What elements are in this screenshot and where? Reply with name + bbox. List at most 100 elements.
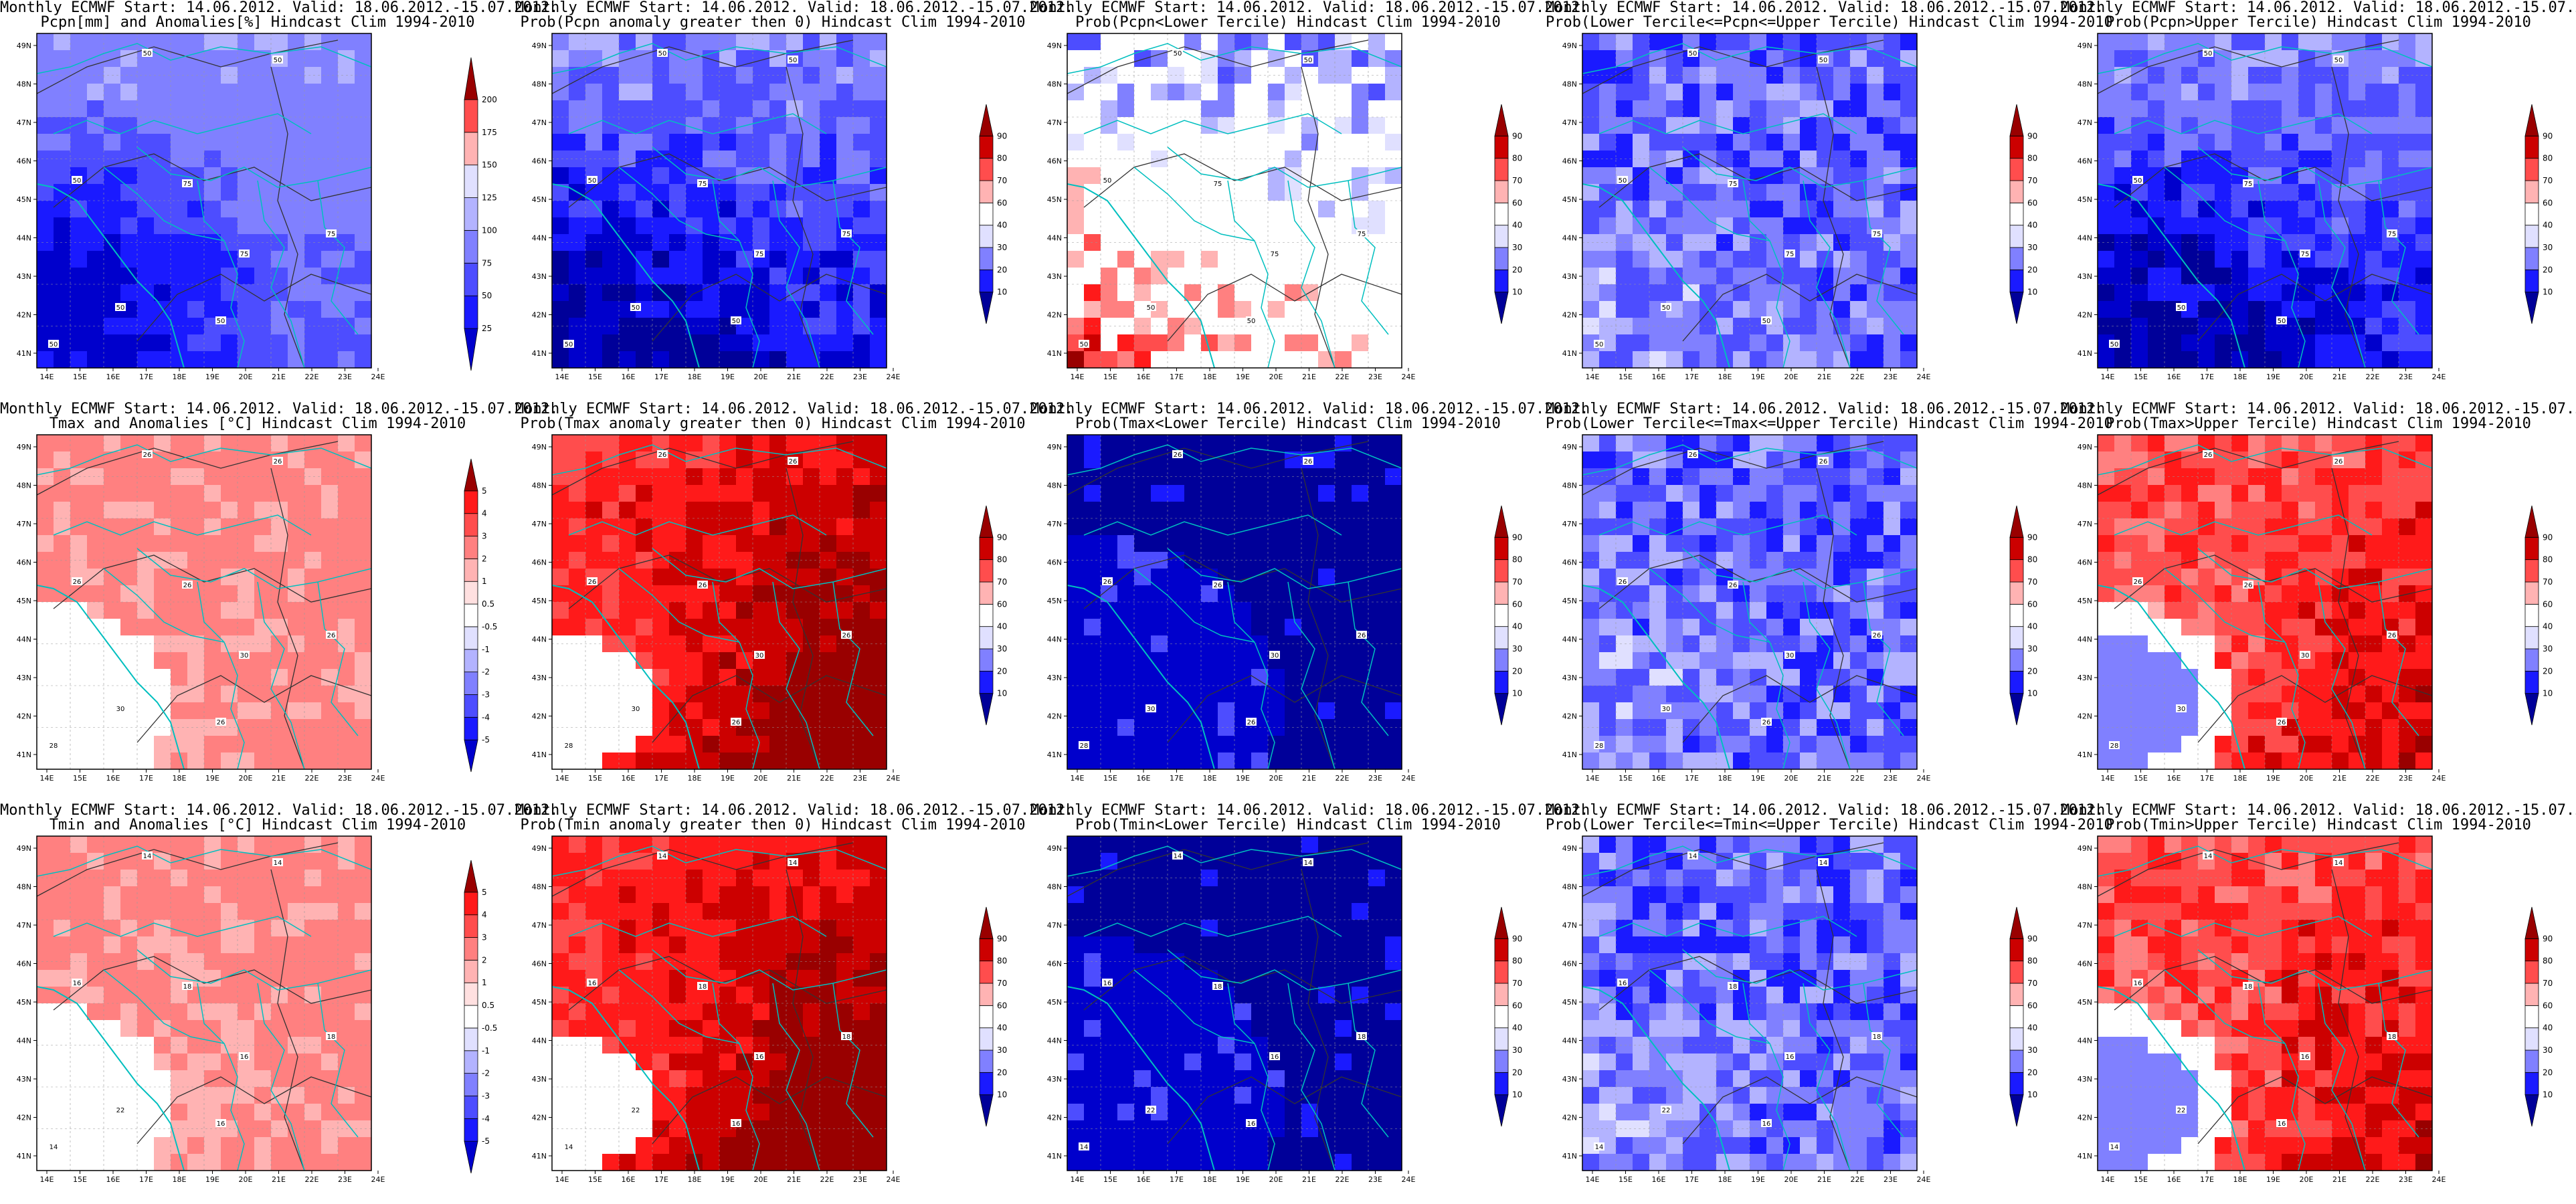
field-cell — [1301, 569, 1319, 586]
field-cell — [1750, 100, 1767, 118]
field-cell — [1268, 585, 1285, 603]
field-cell — [2282, 100, 2299, 118]
field-cell — [1666, 602, 1683, 619]
field-cell — [1633, 702, 1650, 720]
isoline-label: 26 — [1619, 579, 1627, 586]
field-cell — [803, 736, 820, 753]
lat-tick-label: 46N — [1562, 157, 1577, 166]
field-cell — [1599, 702, 1617, 720]
field-cell — [2198, 167, 2215, 185]
field-cell — [1833, 669, 1851, 686]
field-cell — [803, 67, 820, 84]
field-cell — [120, 167, 138, 185]
field-cell — [1067, 702, 1085, 720]
field-cell — [70, 752, 88, 770]
field-cell — [552, 669, 569, 686]
field-cell — [1833, 167, 1851, 185]
field-cell — [1301, 33, 1319, 51]
field-cell — [2165, 686, 2182, 703]
field-cell — [2131, 535, 2148, 553]
field-cell — [1251, 752, 1269, 770]
field-cell — [2098, 100, 2115, 118]
field-cell — [1067, 569, 1085, 586]
field-cell — [1234, 585, 1252, 603]
field-cell — [1268, 268, 1285, 285]
field-cell — [1666, 736, 1683, 753]
field-cell — [669, 217, 686, 235]
field-cell — [1616, 702, 1633, 720]
field-cell — [1883, 752, 1901, 770]
colorbar-label: 60 — [2543, 198, 2553, 207]
field-cell — [1168, 217, 1185, 235]
field-cell — [1783, 569, 1801, 586]
field-cell — [2365, 67, 2383, 84]
colorbar-segment — [979, 180, 994, 203]
isoline-label-box — [239, 651, 250, 659]
field-cell — [1716, 301, 1734, 318]
field-cell — [870, 117, 887, 134]
field-cell — [636, 334, 653, 352]
field-cell — [70, 334, 88, 352]
field-cell — [1800, 435, 1817, 452]
field-cell — [70, 669, 88, 686]
isoline-label: 50 — [1247, 318, 1256, 325]
field-cell — [1582, 50, 1600, 68]
field-cell — [1833, 535, 1851, 553]
field-cell — [853, 752, 870, 770]
lat-tick-label: 47N — [17, 118, 31, 127]
field-cell — [1599, 752, 1617, 770]
field-cell — [636, 284, 653, 302]
colorbar-label: -2 — [482, 668, 490, 677]
field-cell — [1268, 669, 1285, 686]
field-cell — [2315, 268, 2332, 285]
field-cell — [1833, 100, 1851, 118]
field-cell — [1368, 268, 1386, 285]
field-cell — [154, 502, 171, 519]
field-cell — [2181, 251, 2199, 268]
field-cell — [1833, 33, 1851, 51]
field-cell — [2415, 67, 2433, 84]
field-cell — [2165, 201, 2182, 218]
field-cell — [1783, 686, 1801, 703]
field-cell — [2148, 67, 2165, 84]
field-cell — [1633, 669, 1650, 686]
isoline-label: 75 — [1729, 181, 1738, 188]
field-cell — [803, 702, 820, 720]
lat-tick-label: 45N — [17, 195, 31, 204]
field-cell — [2165, 184, 2182, 201]
field-cell — [238, 67, 255, 84]
field-cell — [1318, 84, 1336, 101]
field-cell — [87, 134, 104, 151]
field-cell — [54, 702, 71, 720]
isoline-label: 50 — [143, 50, 152, 58]
field-cell — [636, 100, 653, 118]
field-cell — [1716, 502, 1734, 519]
field-cell — [271, 84, 288, 101]
field-cell — [1783, 502, 1801, 519]
field-cell — [652, 569, 670, 586]
field-cell — [137, 485, 155, 502]
field-cell — [2415, 301, 2433, 318]
field-cell — [1151, 201, 1168, 218]
country-border — [712, 581, 760, 770]
field-cell — [1666, 318, 1683, 335]
colorbar-label: 70 — [1512, 577, 1522, 587]
field-cell — [853, 435, 870, 452]
isoline-label: 26 — [1873, 632, 1881, 639]
field-cell — [1201, 485, 1218, 502]
field-cell — [769, 502, 787, 519]
field-cell — [636, 619, 653, 636]
field-cell — [585, 33, 603, 51]
field-cell — [1833, 518, 1851, 536]
field-cell — [1699, 602, 1717, 619]
field-cell — [1084, 619, 1101, 636]
field-cell — [70, 251, 88, 268]
country-border — [257, 581, 305, 770]
field-cell — [1900, 217, 1918, 235]
lon-tick-label: 19E — [205, 774, 219, 783]
field-cell — [1883, 301, 1901, 318]
field-cell — [2315, 134, 2332, 151]
field-cell — [569, 134, 586, 151]
field-cell — [602, 334, 620, 352]
field-cell — [187, 719, 205, 736]
